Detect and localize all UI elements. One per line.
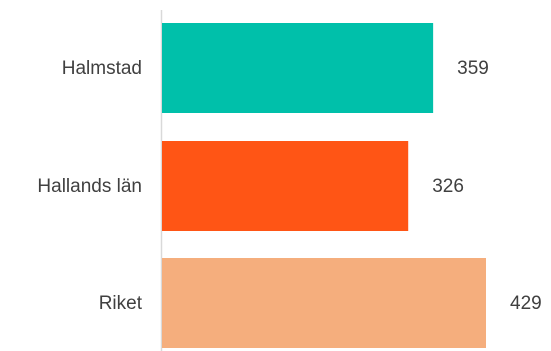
bar-3	[162, 258, 486, 348]
bars-group	[162, 23, 486, 348]
value-label-3: 429	[510, 293, 542, 314]
category-labels-group: Halmstad Hallands län Riket	[37, 58, 142, 314]
bar-1	[162, 23, 434, 113]
value-label-2: 326	[432, 176, 464, 197]
value-label-1: 359	[457, 58, 489, 79]
category-label-2: Hallands län	[37, 176, 142, 197]
bar-2	[162, 141, 409, 231]
category-label-1: Halmstad	[62, 58, 142, 79]
category-label-3: Riket	[99, 293, 143, 314]
value-labels-group: 359 326 429	[432, 58, 541, 314]
